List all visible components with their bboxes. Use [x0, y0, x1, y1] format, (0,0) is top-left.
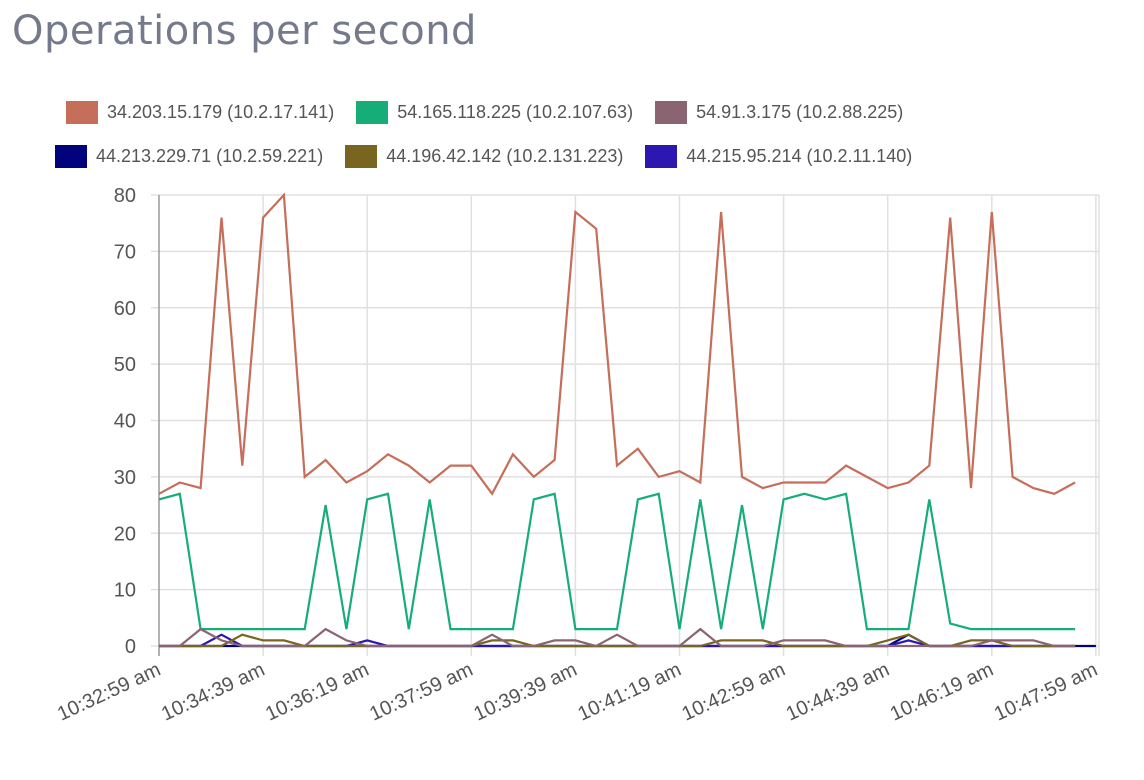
y-tick-label: 40 [114, 411, 136, 433]
y-tick-label: 10 [114, 580, 136, 602]
legend-label: 44.215.95.214 (10.2.11.140) [686, 145, 913, 166]
legend-item-series-5[interactable]: 44.196.42.142 (10.2.131.223) [345, 144, 624, 168]
legend-label: 34.203.15.179 (10.2.17.141) [107, 101, 335, 122]
legend-label: 54.91.3.175 (10.2.88.225) [696, 101, 904, 122]
x-tick-label: 10:41:19 am [575, 659, 685, 726]
grid-lines [151, 194, 1100, 656]
legend-row-2: 44.213.229.71 (10.2.59.221) 44.196.42.14… [55, 144, 934, 168]
x-tick-label: 10:42:59 am [679, 659, 789, 726]
series-lines [158, 192, 1096, 648]
chart-title: Operations per second [12, 8, 477, 54]
legend-swatch-icon [645, 144, 678, 168]
y-tick-label: 80 [114, 185, 136, 207]
y-tick-label: 0 [125, 636, 136, 658]
x-tick-label: 10:36:19 am [262, 659, 372, 726]
x-tick-label: 10:46:19 am [887, 659, 997, 726]
legend-item-series-2[interactable]: 54.165.118.225 (10.2.107.63) [356, 100, 634, 124]
legend-item-series-3[interactable]: 54.91.3.175 (10.2.88.225) [655, 100, 904, 124]
x-tick-label: 10:44:39 am [783, 659, 893, 726]
y-tick-label: 30 [114, 467, 136, 489]
x-tick-label: 10:39:39 am [470, 659, 580, 726]
y-axis-ticks: 0 10 20 30 40 50 60 70 80 [114, 185, 136, 658]
legend-item-series-4[interactable]: 44.213.229.71 (10.2.59.221) [55, 144, 324, 168]
x-tick-label: 10:32:59 am [54, 659, 164, 726]
y-tick-label: 50 [114, 354, 136, 376]
legend-row-1: 34.203.15.179 (10.2.17.141) 54.165.118.2… [66, 100, 925, 124]
y-tick-label: 20 [114, 523, 136, 545]
legend-label: 44.213.229.71 (10.2.59.221) [96, 145, 324, 166]
legend-swatch-icon [655, 100, 688, 124]
legend-label: 44.196.42.142 (10.2.131.223) [386, 145, 624, 166]
y-tick-label: 60 [114, 298, 136, 320]
legend-swatch-icon [55, 144, 87, 168]
legend-label: 54.165.118.225 (10.2.107.63) [397, 101, 634, 122]
legend-item-series-6[interactable]: 44.215.95.214 (10.2.11.140) [645, 144, 913, 168]
x-tick-label: 10:34:39 am [158, 659, 268, 726]
series-line [158, 192, 1076, 496]
series-line [159, 633, 1076, 648]
legend-swatch-icon [66, 100, 98, 124]
legend-item-series-1[interactable]: 34.203.15.179 (10.2.17.141) [66, 100, 335, 124]
x-tick-label: 10:47:59 am [991, 659, 1101, 726]
legend-swatch-icon [345, 144, 378, 168]
legend-swatch-icon [356, 100, 389, 124]
series-line [159, 627, 1076, 648]
series-line [158, 492, 1076, 631]
y-tick-label: 70 [114, 241, 136, 263]
x-tick-label: 10:37:59 am [366, 659, 476, 726]
